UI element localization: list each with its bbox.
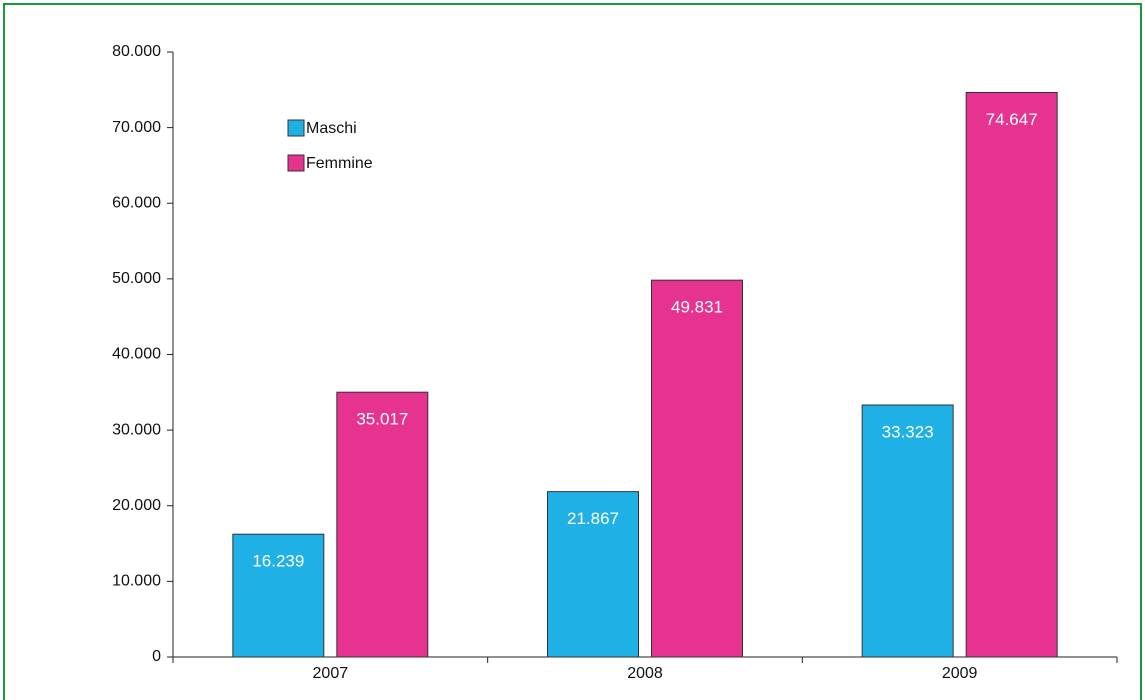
value-label: 33.323 [882, 422, 934, 441]
frame [3, 3, 1142, 700]
value-label: 21.867 [567, 509, 619, 528]
y-tick-label: 60.000 [112, 194, 161, 211]
legend-label: Femmine [306, 155, 373, 172]
y-tick-label: 50.000 [112, 270, 161, 287]
value-label: 16.239 [252, 552, 304, 571]
value-label: 49.831 [671, 298, 723, 317]
legend-swatch [287, 119, 305, 137]
y-tick-label: 20.000 [112, 497, 161, 514]
bar [965, 91, 1058, 658]
value-label: 74.647 [986, 110, 1038, 129]
y-tick-label: 30.000 [112, 421, 161, 438]
bar [232, 533, 325, 658]
value-label: 35.017 [356, 410, 408, 429]
legend-label: Maschi [306, 120, 357, 137]
x-tick-label: 2008 [627, 665, 663, 682]
bar [651, 279, 743, 658]
bar [547, 491, 639, 658]
x-tick-label: 2007 [313, 665, 349, 682]
y-tick-label: 70.000 [112, 119, 161, 136]
y-tick-label: 10.000 [112, 573, 161, 590]
y-tick-label: 40.000 [112, 346, 161, 363]
y-tick-label: 0 [152, 648, 161, 665]
y-tick-label: 80.000 [112, 43, 161, 60]
x-tick-label: 2009 [942, 665, 978, 682]
bar [336, 391, 429, 658]
bar [861, 404, 954, 658]
legend-swatch [287, 154, 305, 172]
